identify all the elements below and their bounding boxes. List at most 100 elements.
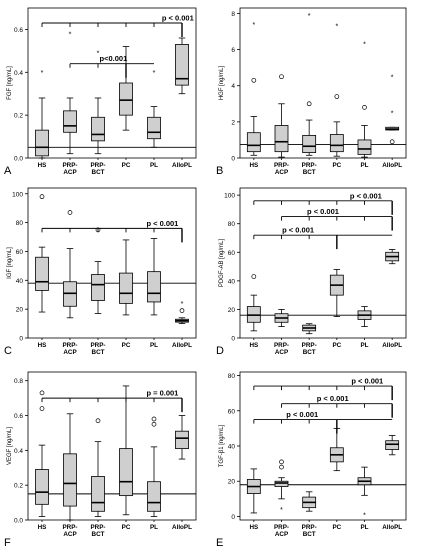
panel-letter: E xyxy=(216,537,223,549)
box-0 xyxy=(246,116,261,156)
box-iqr xyxy=(357,139,372,155)
y-tick-label: 0.0 xyxy=(14,156,23,163)
box-3 xyxy=(329,121,344,157)
x-tick-label: PC xyxy=(332,524,341,531)
box-iqr xyxy=(329,134,344,153)
y-tick-label: 0.6 xyxy=(14,27,23,34)
box-2 xyxy=(91,441,105,517)
outlier-star: * xyxy=(153,70,156,77)
box-1 xyxy=(274,477,289,500)
x-tick-label: AlloPL xyxy=(382,342,402,349)
box-3 xyxy=(119,239,133,316)
x-tick-label: PRP-ACP xyxy=(62,162,77,176)
outlier-circle xyxy=(279,74,284,80)
y-tick-label: 20 xyxy=(16,307,24,314)
box-5 xyxy=(385,126,400,131)
y-axis-label: FGF [ng/mL] xyxy=(7,66,13,100)
box-4 xyxy=(147,446,161,517)
box-5 xyxy=(175,415,189,460)
y-axis-label: PDGF-AB [ng/mL] xyxy=(219,239,225,288)
x-tick-label: AlloPL xyxy=(382,524,402,531)
significance-bracket: p < 0.001 xyxy=(281,207,393,231)
y-tick-label: 0 xyxy=(231,156,235,163)
x-tick-label: PL xyxy=(360,342,368,349)
y-tick-label: 0.6 xyxy=(14,413,23,420)
box-2 xyxy=(91,97,105,155)
outlier-circle xyxy=(251,77,257,83)
box-1 xyxy=(63,413,77,521)
outlier-star: * xyxy=(308,13,311,20)
box-iqr xyxy=(91,274,105,301)
outlier-star: * xyxy=(363,512,366,519)
p-value-label: p < 0.001 xyxy=(146,219,178,228)
box-3 xyxy=(119,385,133,516)
panel-letter: A xyxy=(4,165,12,177)
box-2 xyxy=(302,119,317,156)
outlier-circle xyxy=(39,194,45,200)
outlier-circle xyxy=(95,418,101,424)
y-tick-label: 6 xyxy=(231,47,235,54)
y-tick-label: 60 xyxy=(228,408,236,415)
p-value-label: p < 0.001 xyxy=(162,14,194,23)
x-tick-label: HS xyxy=(38,162,47,169)
box-1 xyxy=(274,309,289,327)
outlier-circle xyxy=(279,464,284,470)
outlier-star: * xyxy=(363,42,366,49)
y-axis-label: HGF [ng/mL] xyxy=(219,65,225,100)
outlier-circle xyxy=(151,421,157,427)
y-tick-label: 40 xyxy=(16,278,24,285)
y-axis-label: TGF-β1 [ng/mL] xyxy=(219,424,225,467)
outlier-circle xyxy=(39,406,45,411)
outlier-star: * xyxy=(252,22,255,29)
panel-letter: F xyxy=(4,537,11,549)
x-tick-label: PRP-BCT xyxy=(302,342,317,356)
panel-letter: D xyxy=(216,345,224,357)
plot-frame xyxy=(239,7,407,159)
y-tick-label: 40 xyxy=(228,278,236,285)
outlier-star: * xyxy=(181,301,184,308)
p-value-label: p < 0.001 xyxy=(351,377,383,386)
y-tick-label: 0.4 xyxy=(14,70,23,77)
panel-A: 0.0 0.2 0.4 0.6 FGF [ng/mL] HS PRP-ACP PRP-BCT P… xyxy=(4,7,197,177)
significance-bracket: p < 0.001 xyxy=(253,226,393,250)
outlier-circle xyxy=(39,390,45,396)
significance-bracket: p < 0.001 xyxy=(41,219,183,243)
box-iqr xyxy=(147,116,161,140)
box-iqr xyxy=(35,129,49,157)
panel-F: 0.0 0.2 0.4 0.6 0.8 VEGF [ng/mL] HS PRP-ACP PRP-… xyxy=(4,371,197,549)
x-tick-label: PC xyxy=(122,342,131,349)
outlier-star: * xyxy=(97,51,100,58)
significance-bracket: p < 0.001 xyxy=(281,394,393,418)
outlier-circle xyxy=(362,105,367,110)
panel-E: 0 20 40 60 80 TGF-β1 [ng/mL] HS PRP-ACP PRP-BCT P… xyxy=(216,371,407,549)
box-iqr xyxy=(147,481,161,512)
box-5 xyxy=(385,435,400,456)
x-tick-label: PC xyxy=(332,162,341,169)
y-tick-label: 0.4 xyxy=(14,448,23,455)
y-axis-label: VEGF [ng/mL] xyxy=(7,427,13,465)
box-iqr xyxy=(274,480,289,487)
panel-letter: B xyxy=(216,165,223,177)
p-value-label: p < 0.001 xyxy=(286,410,318,419)
outlier-star: * xyxy=(41,70,44,77)
box-iqr xyxy=(91,116,105,142)
x-tick-label: PRP-BCT xyxy=(90,342,105,356)
box-iqr xyxy=(119,82,133,116)
y-tick-label: 0.8 xyxy=(14,378,23,385)
box-1 xyxy=(274,103,289,158)
box-iqr xyxy=(119,448,133,497)
box-0 xyxy=(35,444,49,517)
x-tick-label: PRP-ACP xyxy=(62,342,77,356)
x-tick-label: PRP-ACP xyxy=(274,524,289,538)
y-tick-label: 20 xyxy=(228,307,236,314)
outlier-circle xyxy=(251,274,257,279)
box-5 xyxy=(385,249,400,265)
x-tick-label: PL xyxy=(150,342,158,349)
x-tick-label: PRP-BCT xyxy=(302,524,317,538)
y-axis-label: IGF [ng/mL] xyxy=(7,247,13,279)
x-tick-label: PRP-BCT xyxy=(90,162,105,176)
plot-frame xyxy=(27,371,197,521)
box-iqr xyxy=(147,271,161,303)
p-value-label: p < 0.001 xyxy=(282,226,314,235)
box-1 xyxy=(63,97,77,155)
